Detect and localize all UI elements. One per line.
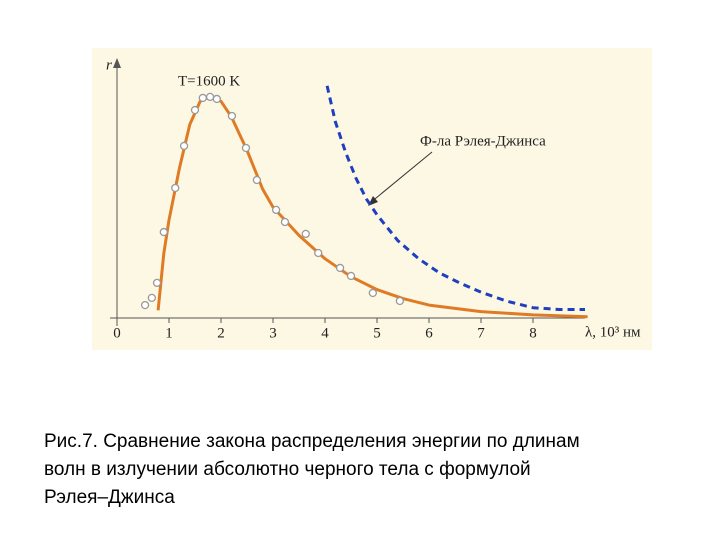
chart: r λ, 10³ нм T=1600 K Ф-ла Рэлея-Джинса 0… xyxy=(92,48,652,350)
x-tick-label: 5 xyxy=(373,325,381,341)
data-point xyxy=(212,94,221,104)
x-axis-label: λ, 10³ нм xyxy=(585,324,641,340)
data-point xyxy=(314,248,323,258)
data-point xyxy=(346,271,356,281)
x-tick-label: 6 xyxy=(425,325,433,341)
x-tick-label: 1 xyxy=(165,325,173,341)
caption-line: Рэлея–Джинса xyxy=(44,487,175,508)
data-point xyxy=(301,229,310,239)
data-point xyxy=(147,293,156,303)
data-point xyxy=(152,278,162,288)
caption-line: волн в излучении абсолютно черного тела … xyxy=(44,459,531,480)
data-point xyxy=(198,93,207,103)
data-point xyxy=(171,183,180,193)
curve xyxy=(156,94,588,319)
data-point xyxy=(241,143,251,153)
data-point xyxy=(335,263,345,273)
x-tick-label: 2 xyxy=(217,325,225,341)
y-axis-label: r xyxy=(106,57,112,73)
dashed-curve xyxy=(325,85,585,311)
x-tick-label: 0 xyxy=(113,325,121,341)
data-point xyxy=(280,217,290,227)
data-point xyxy=(179,141,189,151)
caption-line: Рис.7. Сравнение закона распределения эн… xyxy=(44,431,580,452)
data-point xyxy=(368,288,377,298)
data-point xyxy=(227,111,237,121)
x-tick-label: 4 xyxy=(321,325,329,341)
x-tick-label: 3 xyxy=(269,325,277,341)
annotation-arrow xyxy=(369,151,433,204)
data-point xyxy=(190,105,200,115)
data-point xyxy=(159,227,168,237)
x-tick-label: 7 xyxy=(477,325,485,341)
x-tick-label: 8 xyxy=(529,325,537,341)
caption: Рис.7. Сравнение закона распределения эн… xyxy=(44,428,580,512)
temperature-label: T=1600 K xyxy=(178,73,240,89)
rayleigh-jeans-label: Ф-ла Рэлея-Джинса xyxy=(420,133,546,149)
data-point xyxy=(140,300,150,310)
data-point xyxy=(395,296,405,306)
data-point xyxy=(271,205,281,215)
data-point xyxy=(205,92,215,102)
data-point xyxy=(252,175,262,185)
y-arrow xyxy=(113,58,121,68)
